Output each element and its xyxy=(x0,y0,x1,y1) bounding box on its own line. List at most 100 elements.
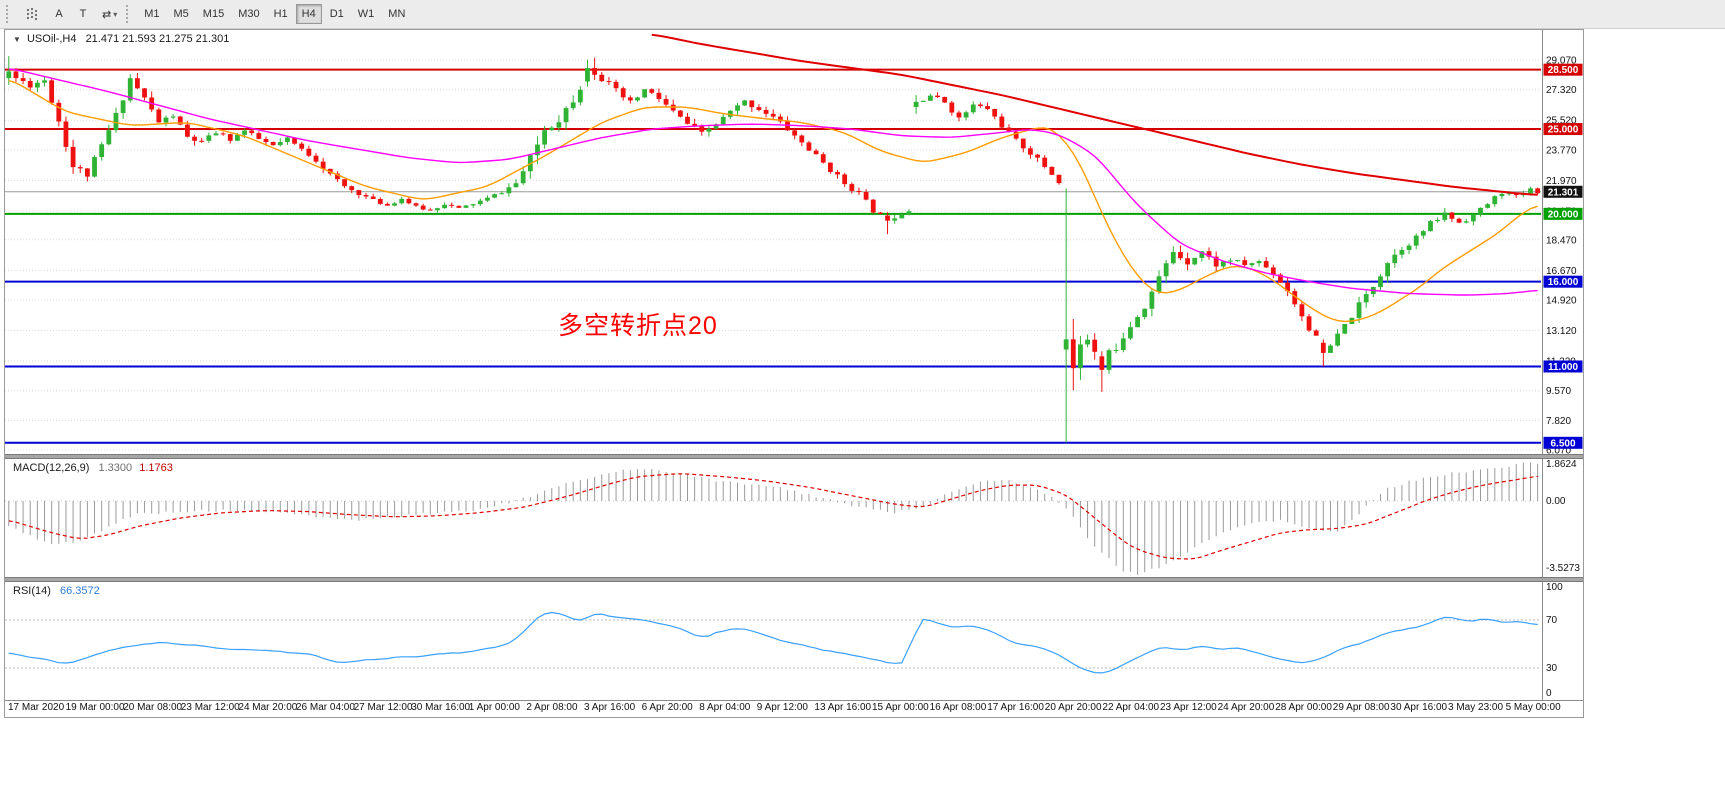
price-badge-16.000 xyxy=(1543,275,1583,288)
time-label: 13 Apr 16:00 xyxy=(814,702,872,713)
pane-splitter-1[interactable] xyxy=(5,454,1583,459)
timeframe-button-mn[interactable]: MN xyxy=(382,4,411,24)
time-label: 24 Apr 20:00 xyxy=(1217,702,1275,713)
rsi-pane[interactable]: 100 70 30 0 RSI(14) 66.3572 xyxy=(5,582,1583,700)
svg-text:0.00: 0.00 xyxy=(1546,496,1566,507)
chart-annotation-text[interactable]: 多空转折点20 xyxy=(558,312,718,340)
svg-text:0: 0 xyxy=(1546,688,1552,699)
svg-text:20.000: 20.000 xyxy=(1548,209,1579,220)
svg-text:11.000: 11.000 xyxy=(1548,362,1578,373)
rsi-chart[interactable]: 100 70 30 0 xyxy=(5,582,1583,700)
timeframe-button-m30[interactable]: M30 xyxy=(232,4,265,24)
svg-text:16.670: 16.670 xyxy=(1546,266,1577,277)
letter-a-button[interactable]: A xyxy=(48,4,70,24)
time-label: 27 Mar 12:00 xyxy=(353,702,413,713)
macd-signal-line xyxy=(8,473,1538,560)
macd-header: MACD(12,26,9) 1.3300 1.1763 xyxy=(13,462,173,474)
svg-text:16.000: 16.000 xyxy=(1548,277,1579,288)
svg-text:21.301: 21.301 xyxy=(1548,187,1579,198)
dropdown-caret-icon: ▾ xyxy=(113,9,118,19)
macd-pane[interactable]: 1.8624 0.00 -3.5273 MACD(12,26,9) 1.3300 1… xyxy=(5,459,1583,577)
time-label: 24 Mar 20:00 xyxy=(238,702,298,713)
svg-text:14.920: 14.920 xyxy=(1546,296,1577,307)
svg-text:6.070: 6.070 xyxy=(1546,446,1571,454)
svg-text:28.500: 28.500 xyxy=(1548,65,1579,76)
chart-menu-caret-icon[interactable]: ▼ xyxy=(13,35,21,44)
time-label: 20 Mar 08:00 xyxy=(123,702,183,713)
chart-window: 29.07027.32025.52023.77021.97020.17018.4… xyxy=(4,29,1584,718)
price-badge-6.500 xyxy=(1543,436,1583,449)
time-label: 19 Mar 00:00 xyxy=(65,702,125,713)
timeframe-button-w1[interactable]: W1 xyxy=(352,4,381,24)
current-price-badge xyxy=(1543,185,1583,198)
time-label: 8 Apr 04:00 xyxy=(699,702,751,713)
timeframe-button-m5[interactable]: M5 xyxy=(168,4,195,24)
svg-text:25.000: 25.000 xyxy=(1548,125,1579,136)
svg-text:6.500: 6.500 xyxy=(1550,438,1575,449)
price-badge-25.000 xyxy=(1543,123,1583,136)
swap-arrows-icon: ⇄ xyxy=(102,8,112,21)
svg-text:25.520: 25.520 xyxy=(1546,116,1577,127)
macd-chart[interactable]: 1.8624 0.00 -3.5273 xyxy=(5,459,1583,577)
top-toolbar: A T ⇄ ▾ M1 M5 M15 M30 H1 H4 D1 W1 MN xyxy=(0,0,1725,29)
ma-slow-magenta[interactable] xyxy=(8,68,1538,296)
time-label: 26 Mar 04:00 xyxy=(296,702,355,713)
svg-text:7.820: 7.820 xyxy=(1546,416,1571,427)
toolbar-grip[interactable] xyxy=(6,5,11,23)
svg-text:-3.5273: -3.5273 xyxy=(1546,563,1580,574)
time-label: 15 Apr 00:00 xyxy=(872,702,929,713)
time-axis[interactable]: 17 Mar 2020 19 Mar 00:00 20 Mar 08:00 23 Ma… xyxy=(5,700,1583,715)
time-label: 5 May 00:00 xyxy=(1505,702,1561,713)
time-label: 17 Mar 2020 xyxy=(8,702,65,713)
time-label: 9 Apr 12:00 xyxy=(756,702,808,713)
time-label: 30 Mar 16:00 xyxy=(411,702,471,713)
time-label: 3 May 23:00 xyxy=(1448,702,1504,713)
time-label: 1 Apr 00:00 xyxy=(468,702,520,713)
rsi-header: RSI(14) 66.3572 xyxy=(13,585,100,597)
svg-text:9.570: 9.570 xyxy=(1546,386,1571,397)
toolbar-grip-2[interactable] xyxy=(126,5,131,23)
main-chart-pane[interactable]: 29.07027.32025.52023.77021.97020.17018.4… xyxy=(5,30,1583,454)
macd-value-signal: 1.1763 xyxy=(139,462,173,474)
svg-text:13.120: 13.120 xyxy=(1546,326,1577,337)
letter-t-button[interactable]: T xyxy=(72,4,94,24)
svg-text:18.470: 18.470 xyxy=(1546,235,1577,246)
svg-text:29.070: 29.070 xyxy=(1546,56,1577,67)
time-label: 28 Apr 00:00 xyxy=(1275,702,1332,713)
rsi-label: RSI(14) xyxy=(13,585,51,597)
rsi-value: 66.3572 xyxy=(59,585,100,597)
svg-text:27.320: 27.320 xyxy=(1546,85,1577,96)
timeframe-button-m1[interactable]: M1 xyxy=(138,4,165,24)
candlestick-chart[interactable]: 29.07027.32025.52023.77021.97020.17018.4… xyxy=(5,30,1583,454)
percent-change-button[interactable]: ⇄ ▾ xyxy=(96,4,123,24)
timeframe-button-group: M1 M5 M15 M30 H1 H4 D1 W1 MN xyxy=(137,4,412,24)
candlestick-series xyxy=(6,56,1541,443)
time-label: 23 Apr 12:00 xyxy=(1160,702,1217,713)
timeframe-button-d1[interactable]: D1 xyxy=(324,4,350,24)
price-badge-28.500 xyxy=(1543,63,1583,76)
pane-splitter-2[interactable] xyxy=(5,577,1583,582)
time-label: 30 Apr 16:00 xyxy=(1390,702,1448,713)
ma-medium-orange[interactable] xyxy=(8,79,1538,323)
tick-columns-icon-button[interactable] xyxy=(18,4,46,24)
svg-text:21.970: 21.970 xyxy=(1546,176,1577,187)
rsi-line xyxy=(8,611,1538,674)
chart-symbol-header: ▼ USOil-,H4 21.471 21.593 21.275 21.301 xyxy=(13,33,229,45)
time-label: 22 Apr 04:00 xyxy=(1102,702,1160,713)
macd-value-main: 1.3300 xyxy=(98,462,133,474)
timeframe-button-h1[interactable]: H1 xyxy=(268,4,294,24)
svg-text:1.8624: 1.8624 xyxy=(1546,459,1577,470)
svg-text:70: 70 xyxy=(1546,615,1558,626)
macd-label: MACD(12,26,9) xyxy=(13,462,90,474)
timeframe-button-h4[interactable]: H4 xyxy=(295,4,322,24)
price-badge-11.000 xyxy=(1543,360,1583,373)
ma-longterm-red[interactable] xyxy=(651,33,1538,196)
time-label: 2 Apr 08:00 xyxy=(526,702,578,713)
price-badge-20.000 xyxy=(1543,207,1583,220)
time-label: 3 Apr 16:00 xyxy=(584,702,636,713)
timeframe-button-m15[interactable]: M15 xyxy=(197,4,230,24)
time-label: 6 Apr 20:00 xyxy=(641,702,693,713)
svg-text:100: 100 xyxy=(1546,582,1563,593)
time-label: 20 Apr 20:00 xyxy=(1044,702,1102,713)
tick-columns-icon xyxy=(26,7,38,21)
